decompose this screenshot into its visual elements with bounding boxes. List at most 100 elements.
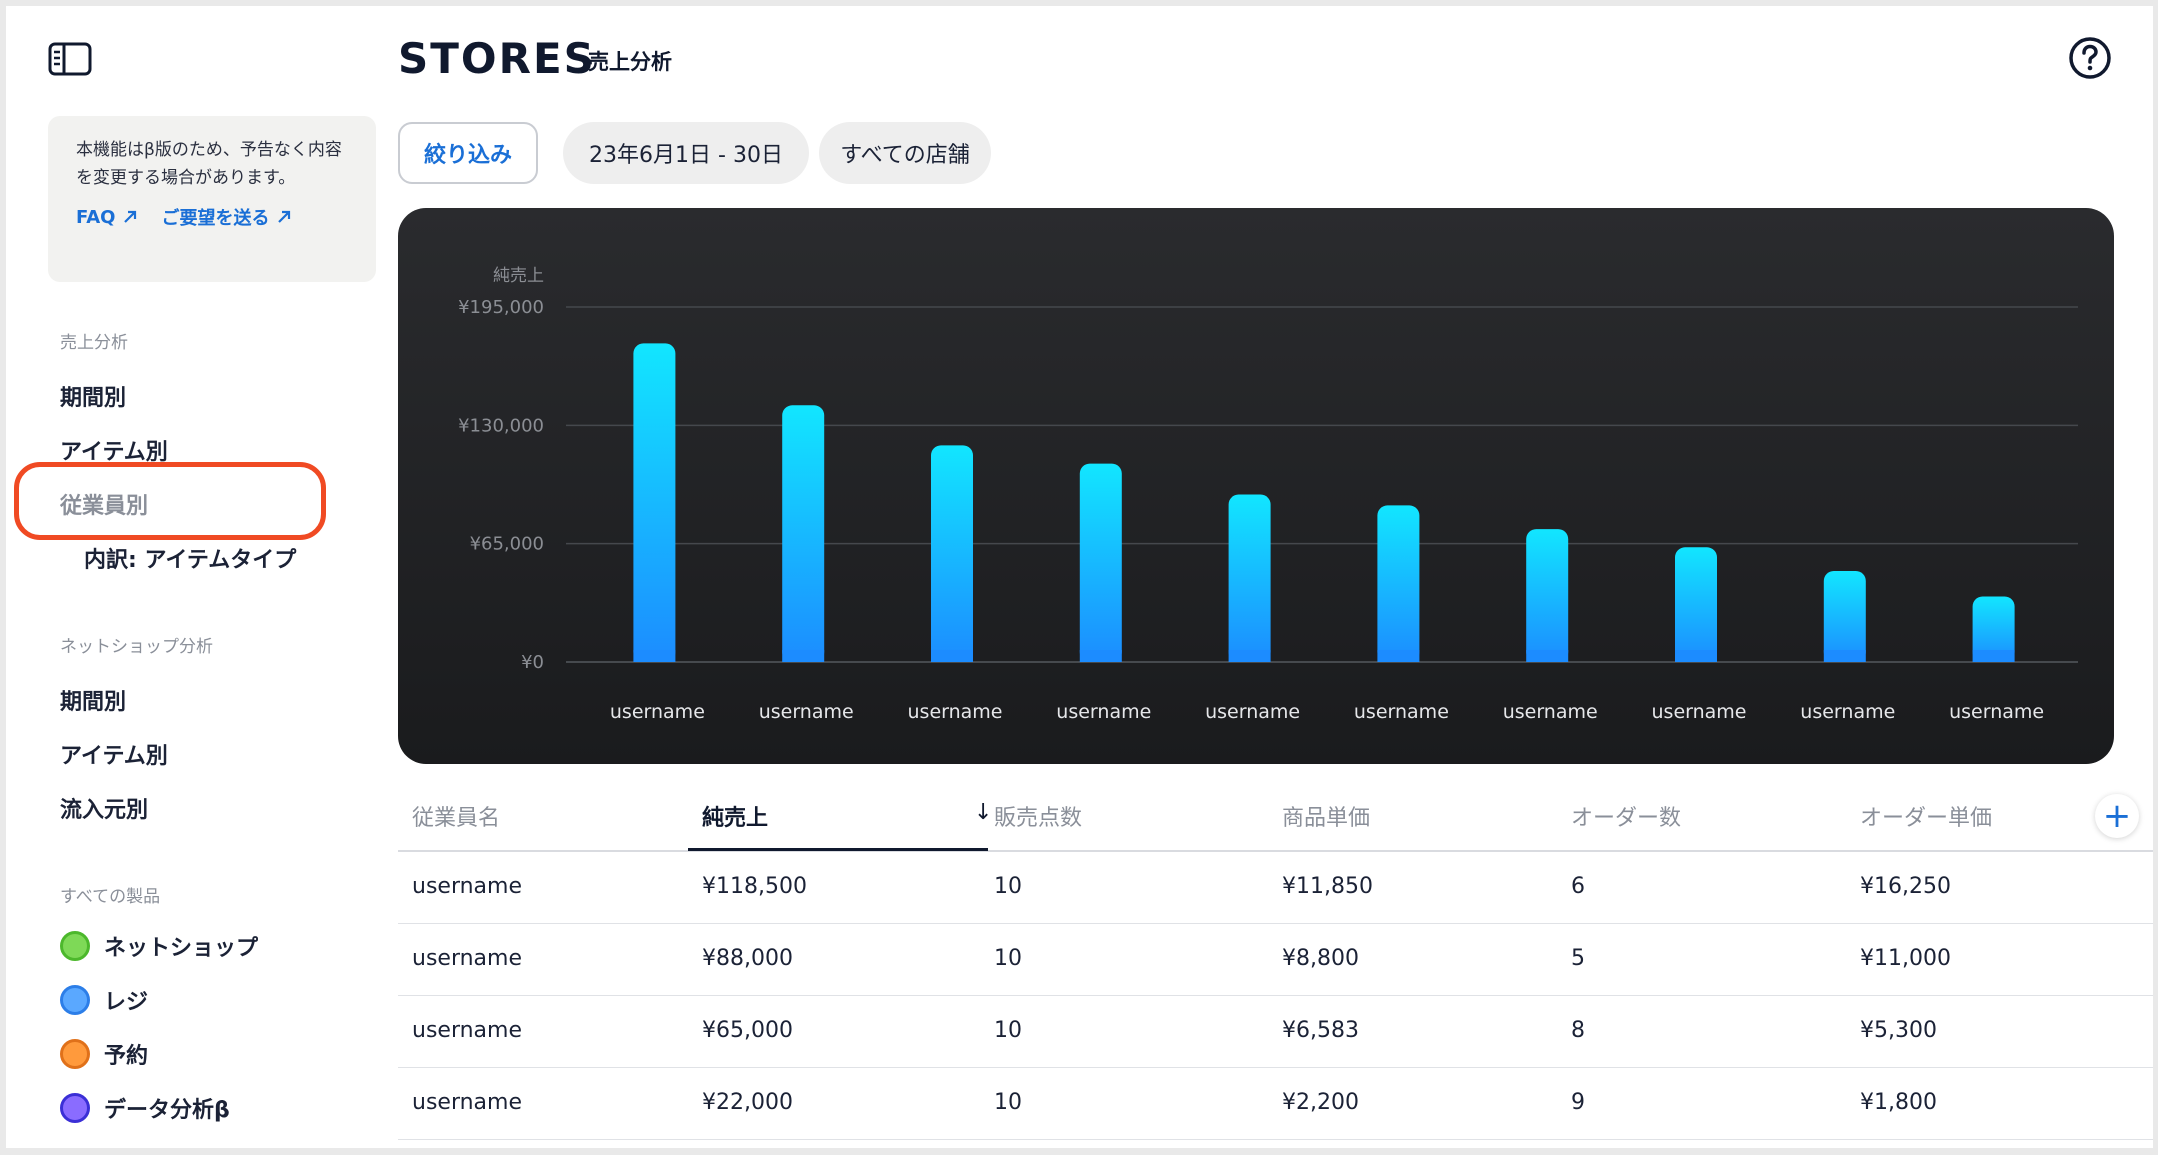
bar-base xyxy=(1675,650,1717,662)
column-header-units-sold[interactable]: 販売点数 xyxy=(994,806,1083,831)
x-tick-label: username xyxy=(1205,701,1300,723)
bar-base xyxy=(1526,650,1569,662)
table-cell: username xyxy=(412,1018,522,1043)
table-cell: 10 xyxy=(994,946,1022,971)
feedback-link[interactable]: ご要望を送る xyxy=(161,204,293,230)
y-tick-label: ¥195,000 xyxy=(458,297,544,318)
sort-indicator-underline xyxy=(688,848,988,851)
beta-notice: 本機能はβ版のため、予告なく内容を変更する場合があります。 FAQ ご要望を送る xyxy=(48,116,376,282)
table-cell: ¥1,800 xyxy=(1860,1090,1937,1115)
column-header-net-sales[interactable]: 純売上 xyxy=(702,806,769,831)
product-label: データ分析β xyxy=(104,1098,230,1123)
bar xyxy=(1079,463,1122,662)
product-label: ネットショップ xyxy=(104,936,259,961)
table-row[interactable]: username ¥22,000 10 ¥2,200 9 ¥1,800 xyxy=(398,1068,2153,1140)
external-arrow-icon xyxy=(124,210,137,223)
bar-base xyxy=(1079,650,1122,662)
table-cell: ¥11,850 xyxy=(1282,874,1373,899)
y-tick-label: ¥65,000 xyxy=(470,534,544,555)
bar-chart-svg: 純売上 ¥195,000 ¥130,000 ¥65,000 ¥0 username user… xyxy=(458,266,2078,723)
nav-netshop-by-item[interactable]: アイテム別 xyxy=(60,744,168,769)
sales-chart: 純売上 ¥195,000 ¥130,000 ¥65,000 ¥0 username user… xyxy=(398,208,2114,764)
nav-netshop-by-source[interactable]: 流入元別 xyxy=(60,798,149,823)
bar xyxy=(1228,494,1271,662)
table-header: 従業員名 純売上 ↓ 販売点数 商品単価 オーダー数 オーダー単価 + xyxy=(398,776,2153,852)
nav-netshop-by-period[interactable]: 期間別 xyxy=(60,690,127,715)
table-cell: ¥22,000 xyxy=(702,1090,793,1115)
product-dot-icon xyxy=(60,1093,90,1123)
bar xyxy=(782,405,825,662)
date-range-chip[interactable]: 23年6月1日 - 30日 xyxy=(563,122,809,184)
bar xyxy=(1972,596,2015,662)
table-cell: ¥11,000 xyxy=(1860,946,1951,971)
column-header-staff-name[interactable]: 従業員名 xyxy=(412,806,501,831)
product-register[interactable]: レジ xyxy=(60,984,148,1016)
bar-base xyxy=(633,650,676,662)
x-tick-label: username xyxy=(1354,701,1449,723)
table-cell: ¥16,250 xyxy=(1860,874,1951,899)
table-cell: ¥88,000 xyxy=(702,946,793,971)
stores-logo: STORES xyxy=(398,34,596,83)
product-dot-icon xyxy=(60,1039,90,1069)
x-tick-label: username xyxy=(908,701,1003,723)
highlight-annotation xyxy=(14,462,326,540)
product-dot-icon xyxy=(60,985,90,1015)
product-data-analysis[interactable]: データ分析β xyxy=(60,1092,230,1124)
x-tick-label: username xyxy=(610,701,705,723)
table-row[interactable]: username ¥65,000 10 ¥6,583 8 ¥5,300 xyxy=(398,996,2153,1068)
store-chip[interactable]: すべての店舗 xyxy=(819,122,991,184)
column-header-unit-price[interactable]: 商品単価 xyxy=(1282,806,1371,831)
table-cell: 10 xyxy=(994,1018,1022,1043)
product-netshop[interactable]: ネットショップ xyxy=(60,930,258,962)
product-dot-icon xyxy=(60,931,90,961)
table-body: username ¥118,500 10 ¥11,850 6 ¥16,250 usernam… xyxy=(398,852,2153,1140)
bar-base xyxy=(931,650,973,662)
table-cell: 9 xyxy=(1571,1090,1585,1115)
section-label-all-products: すべての製品 xyxy=(60,887,161,907)
x-tick-label: username xyxy=(1949,701,2044,723)
x-tick-label: username xyxy=(759,701,854,723)
bar xyxy=(1675,547,1717,662)
table-cell: username xyxy=(412,946,522,971)
table-cell: ¥118,500 xyxy=(702,874,807,899)
nav-sales-by-period[interactable]: 期間別 xyxy=(60,386,127,411)
feedback-link-label: ご要望を送る xyxy=(161,208,270,229)
sort-arrow-icon[interactable]: ↓ xyxy=(974,800,993,825)
table-row[interactable]: username ¥118,500 10 ¥11,850 6 ¥16,250 xyxy=(398,852,2153,924)
x-tick-label: username xyxy=(1503,701,1598,723)
x-tick-label: username xyxy=(1800,701,1895,723)
table-cell: ¥65,000 xyxy=(702,1018,793,1043)
section-label-netshop-analysis: ネットショップ分析 xyxy=(60,637,213,657)
nav-breakdown-item-type[interactable]: 内訳: アイテムタイプ xyxy=(84,548,297,573)
table-row[interactable]: username ¥88,000 10 ¥8,800 5 ¥11,000 xyxy=(398,924,2153,996)
bar-base xyxy=(1377,650,1420,662)
external-arrow-icon xyxy=(278,210,291,223)
bar xyxy=(1526,529,1569,662)
bar xyxy=(1377,505,1420,662)
staff-sales-table: 従業員名 純売上 ↓ 販売点数 商品単価 オーダー数 オーダー単価 + user… xyxy=(398,776,2153,1140)
help-icon[interactable] xyxy=(2068,36,2112,80)
faq-link[interactable]: FAQ xyxy=(76,204,139,230)
column-header-order-value[interactable]: オーダー単価 xyxy=(1860,806,1993,831)
table-cell: ¥8,800 xyxy=(1282,946,1359,971)
sidebar: 本機能はβ版のため、予告なく内容を変更する場合があります。 FAQ ご要望を送る… xyxy=(6,6,386,1148)
bar-base xyxy=(1972,650,2015,662)
nav-sales-by-item[interactable]: アイテム別 xyxy=(60,440,168,465)
beta-notice-message: 本機能はβ版のため、予告なく内容を変更する場合があります。 xyxy=(76,140,342,188)
y-tick-label: ¥0 xyxy=(521,652,544,673)
add-column-button[interactable]: + xyxy=(2095,794,2139,838)
nav-sales-by-staff[interactable]: 従業員別 xyxy=(60,494,149,519)
table-cell: 8 xyxy=(1571,1018,1585,1043)
table-cell: 10 xyxy=(994,874,1022,899)
product-label: 予約 xyxy=(104,1044,149,1069)
app-frame: 本機能はβ版のため、予告なく内容を変更する場合があります。 FAQ ご要望を送る… xyxy=(6,6,2153,1148)
refine-button[interactable]: 絞り込み xyxy=(398,122,538,184)
y-axis-label: 純売上 xyxy=(493,266,544,286)
table-cell: 6 xyxy=(1571,874,1585,899)
column-header-order-count[interactable]: オーダー数 xyxy=(1571,806,1682,831)
product-label: レジ xyxy=(104,990,149,1015)
product-reservation[interactable]: 予約 xyxy=(60,1038,148,1070)
sidebar-toggle-icon[interactable] xyxy=(48,42,92,78)
table-cell: username xyxy=(412,874,522,899)
bar xyxy=(633,343,676,662)
